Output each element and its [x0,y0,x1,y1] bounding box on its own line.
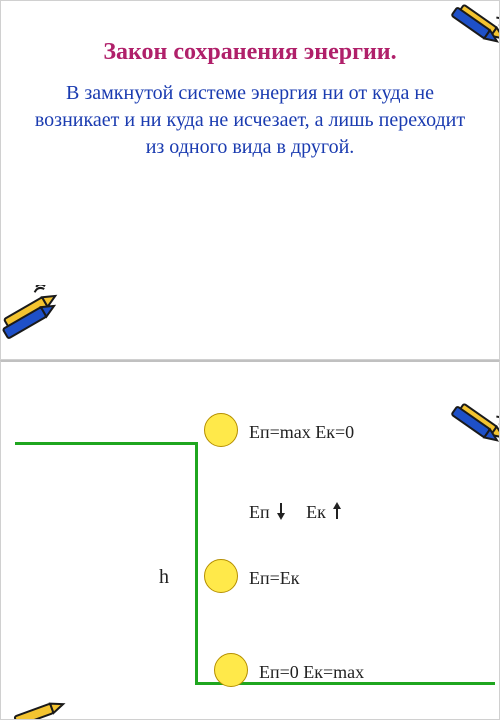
energy-label-top: Еп=max Ек=0 [249,422,354,443]
height-label-h: h [159,566,169,589]
energy-label-arrows: Еп Ек [249,502,344,525]
ball-top [204,413,238,447]
cliff-top-edge [15,442,195,445]
ball-mid [204,559,238,593]
ep-text: Еп [249,502,270,522]
energy-label-mid: Еп=Ек [249,568,300,589]
ek-text: Ек [306,502,326,522]
energy-diagram: Еп=max Ек=0 Еп Ек Еп=Ек Еп=0 Ек=max h [1,362,499,719]
arrow-down-icon [276,502,286,525]
ball-bottom [214,653,248,687]
energy-label-bottom: Еп=0 Ек=max [259,662,364,683]
slide-title: Закон сохранения энергии. [1,39,499,66]
crayon-decoration-mid-left [0,285,67,343]
slide-body-text: В замкнутой системе энергия ни от куда н… [1,80,499,161]
slide-text: Закон сохранения энергии. В замкнутой си… [0,0,500,360]
slide-diagram: Еп=max Ек=0 Еп Ек Еп=Ек Еп=0 Ек=max h [0,360,500,720]
cliff-vertical-edge [195,442,198,682]
arrow-up-icon [332,502,342,525]
